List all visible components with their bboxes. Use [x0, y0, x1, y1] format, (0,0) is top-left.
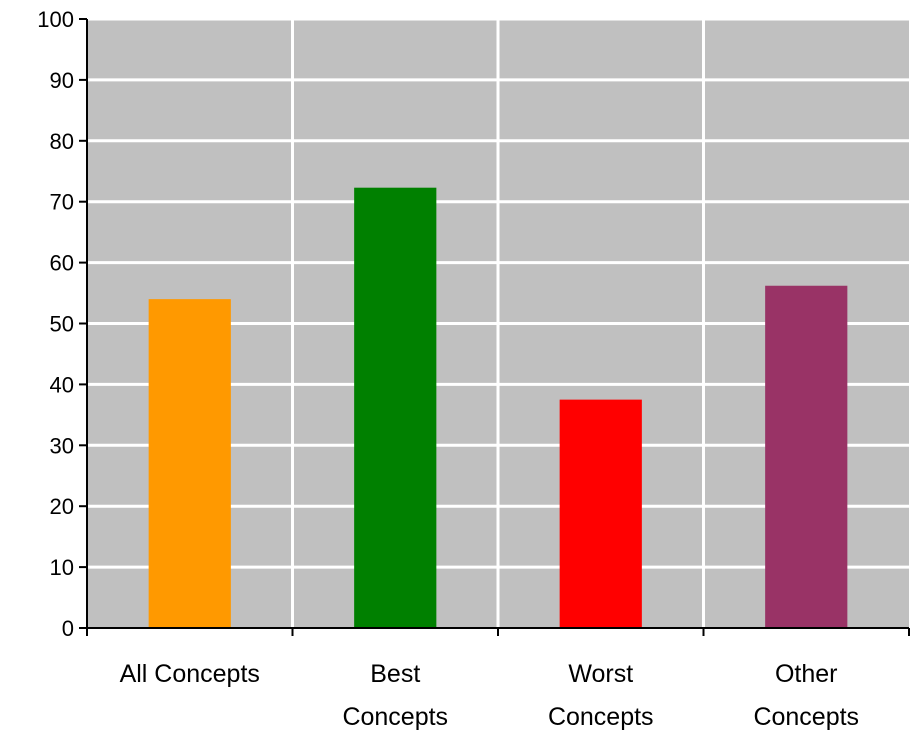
bar [148, 299, 231, 628]
y-tick-label: 100 [37, 7, 74, 32]
bar [559, 399, 642, 628]
x-category-label: Concepts [342, 703, 448, 730]
bar [354, 187, 437, 628]
y-tick-label: 80 [50, 129, 74, 154]
y-tick-label: 0 [62, 616, 74, 641]
y-tick-label: 20 [50, 494, 74, 519]
x-category-label: Other [775, 660, 838, 688]
y-tick-label: 10 [50, 555, 74, 580]
x-category-label: Concepts [753, 703, 859, 730]
y-tick-label: 70 [50, 190, 74, 215]
x-category-label: Concepts [548, 703, 654, 730]
x-category-label: Worst [568, 660, 633, 688]
x-category-labels: All Concepts Best Concepts Worst Concepts Oth… [120, 660, 859, 730]
y-tick-label: 40 [50, 372, 74, 397]
y-tick-label: 50 [50, 312, 74, 337]
axes [79, 18, 910, 636]
y-tick-label: 60 [50, 251, 74, 276]
y-tick-label: 30 [50, 433, 74, 458]
y-tick-labels: 0 10 20 30 40 50 60 70 80 90 100 [37, 7, 74, 641]
bar [765, 285, 848, 628]
y-tick-label: 90 [50, 68, 74, 93]
x-category-label: All Concepts [120, 660, 260, 688]
bars [148, 187, 848, 628]
x-category-label: Best [370, 660, 420, 688]
